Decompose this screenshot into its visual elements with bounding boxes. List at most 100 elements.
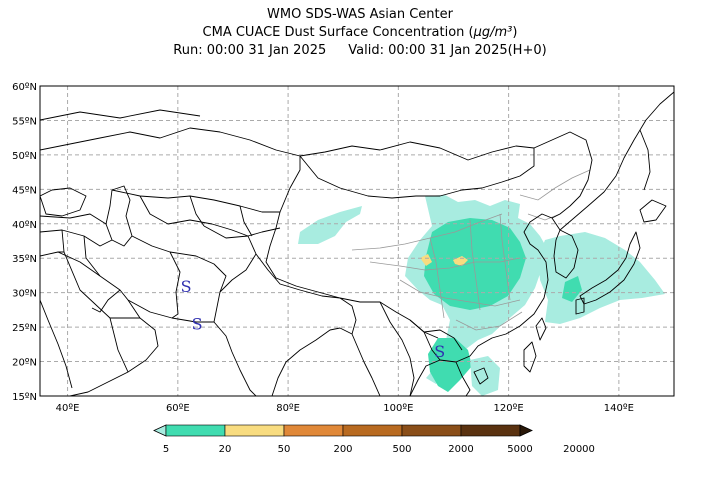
colorbar-label: 5000 [507,444,532,455]
border-central-asia-3 [239,205,253,237]
island-hainan [473,367,489,385]
colorbar-label: 200 [333,444,352,455]
colorbar-segment [401,424,462,437]
border-russia-mongolia [299,141,535,161]
country-borders [40,91,674,396]
unit-label: μg/m³ [473,25,513,40]
province-border [499,213,511,301]
valid-time: Valid: 00:00 31 Jan 2025(H+0) [348,43,547,58]
province-border [399,279,521,307]
dust-storm-symbol: S [181,277,192,296]
dust-area-indochina [428,338,472,392]
island-kyushu [575,297,585,315]
border-middle-east [40,229,113,277]
coastline-arabia [40,251,159,396]
coastline-blacksea [40,187,87,217]
border-central-asia-2 [189,195,205,227]
lon-label: 60ºE [166,403,190,414]
border-india-north [255,253,357,335]
lon-label: 120ºE [494,403,524,414]
coastline-sakhalin [639,129,651,191]
subtitle-close: ) [512,25,518,40]
chart-title: WMO SDS-WAS Asian Center [267,7,453,22]
province-border [469,219,481,311]
dust-concentration-layer [298,195,665,396]
province-border [369,257,521,271]
coastline-indochina [409,213,561,396]
coastline-caspian [105,185,133,247]
border-china-west [265,156,439,339]
colorbar-arrow-high [519,424,533,437]
lat-label: 20ºN [12,358,37,369]
latitude-labels: 60ºN 55ºN 50ºN 45ºN 40ºN 35ºN 30ºN 25ºN 20ºN 15ºN [12,82,37,403]
lat-label: 25ºN [12,323,37,334]
dust-area-tibet [298,206,362,244]
lat-label: 30ºN [12,289,37,300]
internal-borders [351,169,591,331]
province-border [455,311,523,331]
subtitle-text: CMA CUACE Dust Surface Concentration ( [202,25,474,40]
run-time: Run: 00:00 31 Jan 2025 [173,43,327,58]
lat-label: 45ºN [12,185,37,196]
border-mongolia-china [299,148,535,199]
border-turkey [40,213,107,225]
dust-storm-symbol: S [192,315,203,334]
lat-label: 55ºN [12,116,37,127]
dust-storm-symbol: S [434,342,445,361]
province-border [429,237,445,319]
border-afghanistan-pakistan-2 [169,251,227,293]
colorbar-label: 5 [163,444,169,455]
chart-subtitle: CMA CUACE Dust Surface Concentration (μg… [0,24,720,41]
island-hokkaido [639,199,667,223]
storm-markers: SSS [181,277,446,361]
province-border [519,169,591,201]
dust-area-indochina-south [470,356,500,396]
dust-area-pacific-mid [562,276,582,302]
dust-area-china-mid [424,218,526,310]
lat-label: 50ºN [12,151,37,162]
run-valid-line: Run: 00:00 31 Jan 2025 Valid: 00:00 31 Ja… [0,42,720,59]
coastline-redsea [40,299,73,389]
coastline-india [213,321,341,396]
colorbar-segment [224,424,285,437]
colorbar-label: 50 [278,444,291,455]
border-afghanistan-pakistan [203,225,257,323]
lat-label: 60ºN [12,82,37,93]
lon-label: 100ºE [383,403,413,414]
border-china-northeast [533,131,593,219]
coastline-indochina-south [455,361,471,396]
border-arabia [63,251,140,373]
colorbar-label: 20000 [563,444,595,455]
border-russia-north [40,109,201,121]
map-frame [39,85,675,397]
lon-label: 80ºE [276,403,300,414]
lon-label: 40ºE [56,403,80,414]
coastline-myanmar [339,327,381,396]
colorbar-label: 2000 [448,444,473,455]
graticule [40,86,674,396]
border-indochina [379,301,463,396]
dust-area-pacific [538,232,665,324]
colorbar-segment [165,424,226,437]
island-honshu [579,231,641,305]
colorbar-segment [342,424,403,437]
border-kazakhstan-south [111,189,280,213]
coastline-gulf [91,289,121,313]
colorbar-segment [283,424,344,437]
colorbar-label: 500 [392,444,411,455]
colorbar-arrow-low [153,424,167,437]
lat-label: 15ºN [12,392,37,403]
border-central-asia [139,195,281,237]
lon-label: 140ºE [604,403,634,414]
colorbar-segment [460,424,521,437]
colorbar: 5 20 50 200 500 2000 5000 20000 [153,424,595,455]
lat-label: 35ºN [12,254,37,265]
coastline-russia-east [559,91,674,231]
border-iran-afghanistan [131,235,181,319]
dust-area-hotspot-1 [420,254,432,266]
island-luzon [523,341,537,373]
island-taiwan [535,317,547,341]
colorbar-label: 20 [219,444,232,455]
coastline-korea [553,229,579,279]
